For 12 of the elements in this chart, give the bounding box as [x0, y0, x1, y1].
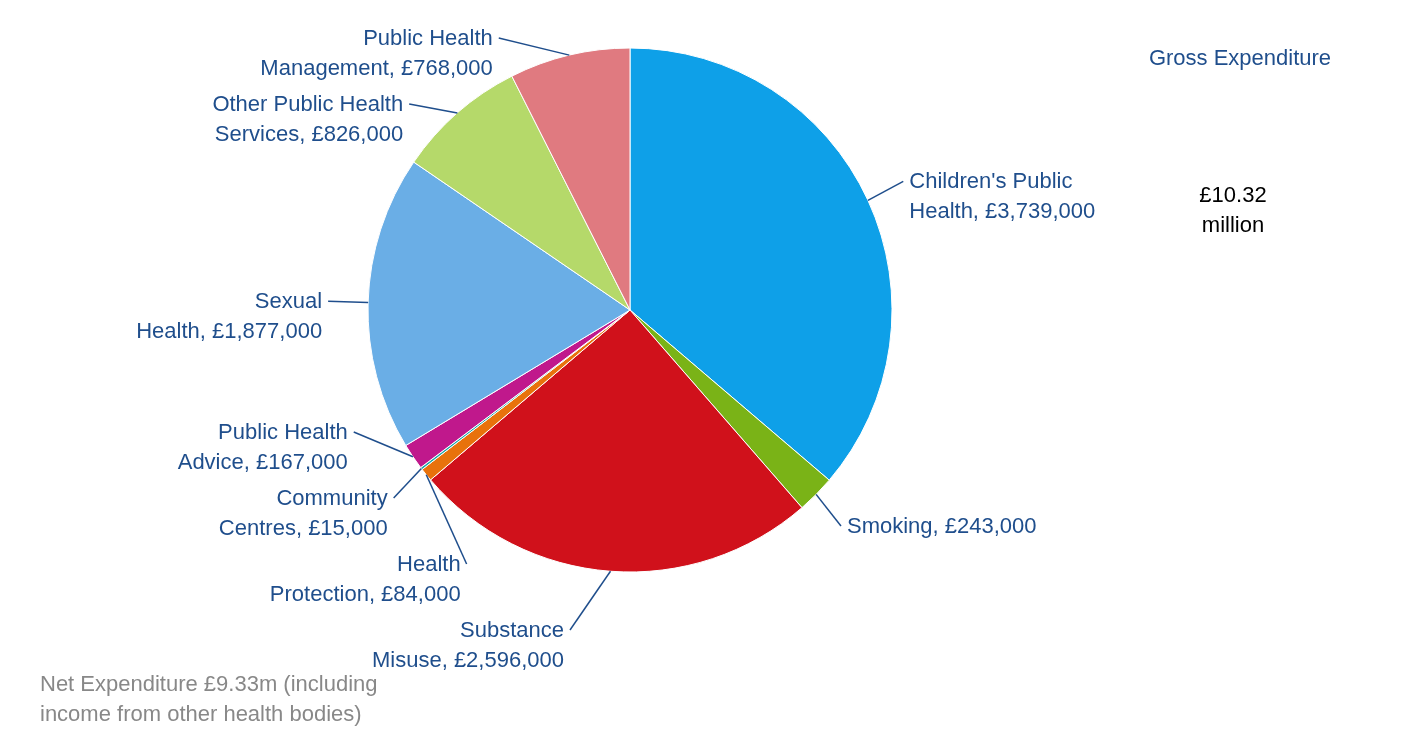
- slice-label: Sexual Health, £1,877,000: [136, 288, 323, 344]
- slice-label: Smoking, £243,000: [846, 513, 1037, 539]
- slice-label: Other Public Health Services, £826,000: [212, 91, 404, 146]
- slice-label: Community Centres, £15,000: [218, 485, 388, 540]
- slice-label: Health Protection, £84,000: [269, 551, 461, 606]
- slice-label: Substance Misuse, £2,596,000: [371, 617, 564, 672]
- slice-label: Public Health Management, £768,000: [260, 25, 493, 80]
- text: £10.32 million: [1199, 182, 1267, 237]
- text: Net Expenditure £9.33m (including income from other health bodies): [40, 671, 378, 726]
- slice-label: Public Health Advice, £167,000: [177, 419, 348, 474]
- slice-label: Children's Public Health, £3,739,000: [909, 168, 1096, 224]
- text: Gross Expenditure: [1148, 45, 1332, 70]
